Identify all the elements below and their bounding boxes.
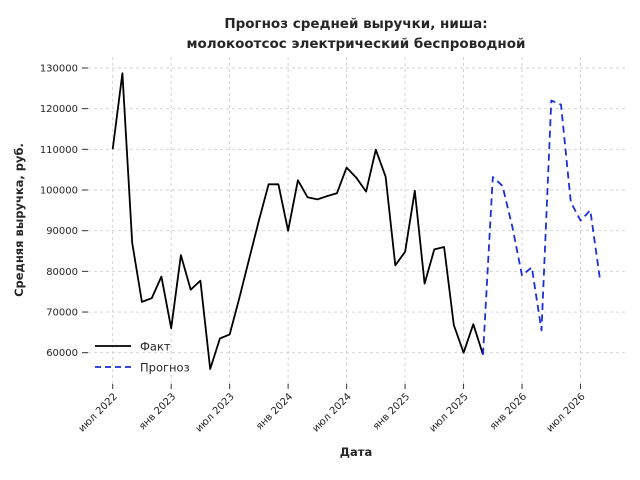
- chart-title-line2: молокоотсос электрический беспроводной: [187, 36, 526, 52]
- y-tick-label: 130000: [40, 64, 78, 75]
- legend-fact-label: Факт: [140, 340, 171, 354]
- x-tick-label: янв 2023: [137, 391, 178, 432]
- x-tick-label: янв 2025: [371, 391, 412, 432]
- x-tick-marks: [112, 384, 582, 389]
- y-tick-label: 100000: [40, 186, 78, 197]
- y-axis-label: Средняя выручка, руб.: [12, 143, 26, 297]
- x-tick-label: июл 2026: [545, 391, 588, 434]
- fact-series-line: [111, 72, 484, 370]
- x-tick-label: янв 2024: [254, 391, 295, 432]
- chart-title-line1: Прогноз средней выручки, ниша:: [224, 16, 487, 32]
- x-tick-label: июл 2024: [311, 391, 354, 434]
- x-tick-label: июл 2025: [428, 391, 471, 434]
- legend: Факт Прогноз: [95, 340, 190, 375]
- y-tick-label: 80000: [46, 267, 78, 278]
- plot-area: [88, 57, 625, 384]
- legend-forecast-label: Прогноз: [140, 361, 190, 375]
- y-tick-label: 70000: [46, 308, 78, 319]
- x-tick-label: июл 2022: [77, 391, 120, 434]
- y-tick-label: 60000: [46, 348, 78, 359]
- x-tick-label: июл 2023: [194, 391, 237, 434]
- y-tick-label: 90000: [46, 226, 78, 237]
- x-axis-label: Дата: [340, 445, 372, 459]
- y-tick-label: 110000: [40, 145, 78, 156]
- y-tick-label: 120000: [40, 104, 78, 115]
- forecast-series-line: [482, 99, 601, 355]
- y-tick-labels: 60000 70000 80000 90000 100000 110000 120000 13…: [40, 64, 78, 360]
- x-tick-labels: июл 2022 янв 2023 июл 2023 янв 2024 июл 2024…: [77, 391, 588, 434]
- x-tick-label: янв 2026: [488, 391, 529, 432]
- y-tick-marks: [82, 67, 88, 354]
